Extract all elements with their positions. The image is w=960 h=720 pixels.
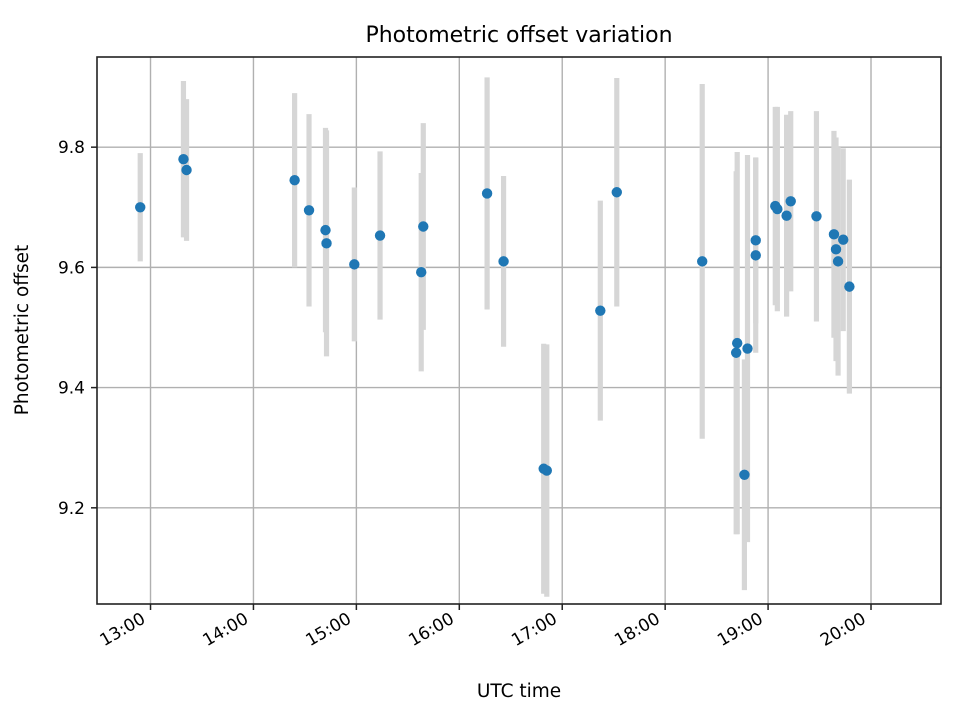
scatter-point (830, 244, 842, 255)
scatter-point (320, 224, 331, 236)
scatter-point (697, 256, 708, 267)
scatter-point (730, 347, 742, 358)
scatter-point (416, 266, 427, 278)
scatter-point (181, 164, 192, 176)
scatter-point (832, 256, 844, 267)
scatter-point (289, 175, 300, 186)
y-tick-label: 9.6 (58, 258, 85, 278)
gridlines (97, 57, 941, 604)
scatter-point (828, 229, 840, 240)
scatter-point (349, 259, 360, 270)
scatter-point (750, 250, 761, 261)
scatter-point (135, 202, 146, 213)
scatter-point (742, 343, 753, 354)
scatter-point (781, 210, 792, 221)
y-axis-tick-labels: 9.8 9.6 9.4 9.2 (58, 138, 85, 519)
scatter-point (418, 221, 429, 232)
scatter-point (303, 205, 315, 216)
axes-frame (96, 56, 942, 605)
tick-marks (91, 146, 872, 610)
scatter-point (732, 337, 743, 349)
scatter-point (498, 256, 509, 267)
scatter-point (811, 211, 822, 222)
scatter-point (321, 238, 332, 249)
scatter-point (844, 281, 855, 292)
y-axis-label: Photometric offset (12, 245, 33, 416)
x-axis-label: UTC time (477, 681, 561, 702)
scatter-point (595, 305, 606, 316)
y-tick-label: 9.8 (58, 138, 85, 158)
chart-title: Photometric offset variation (365, 23, 672, 48)
scatter-point (772, 203, 783, 215)
scatter-point (541, 465, 552, 476)
scatter-point (785, 196, 796, 207)
scatter-point (178, 153, 189, 165)
y-tick-label: 9.4 (58, 379, 85, 399)
scatter-point (481, 188, 493, 199)
scatter-point (739, 469, 750, 480)
scatter-point (611, 187, 622, 198)
scatter-point (838, 234, 849, 245)
scatter-point (750, 235, 761, 246)
y-tick-label: 9.2 (58, 499, 85, 519)
data-points (135, 153, 855, 480)
scatter-point (374, 230, 386, 241)
